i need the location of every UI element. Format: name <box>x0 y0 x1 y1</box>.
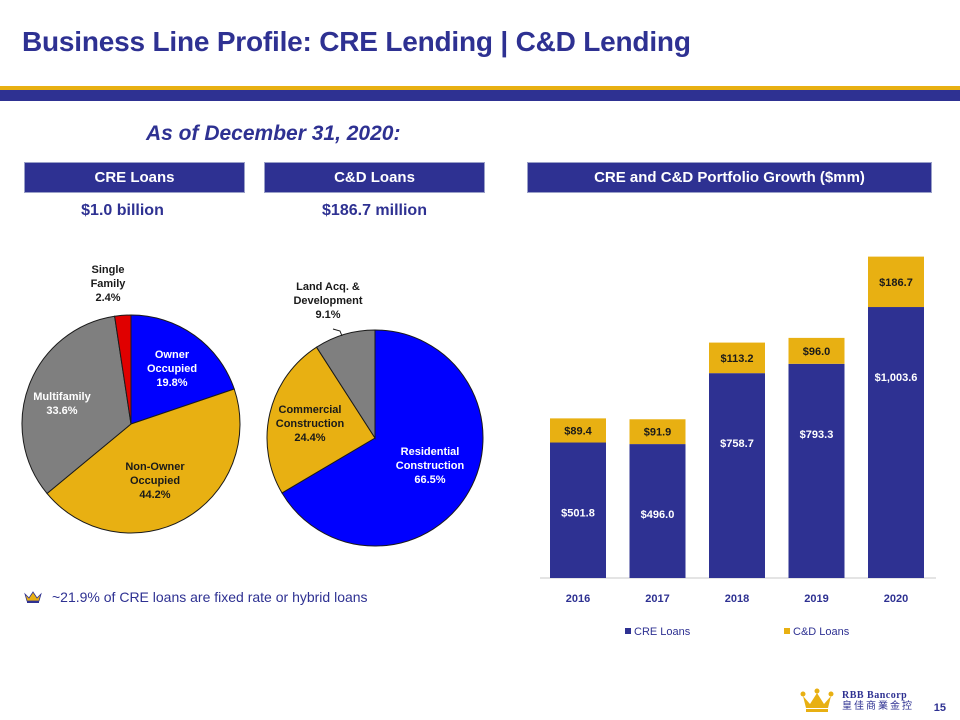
pie-slice-residential-construction <box>281 329 484 547</box>
bar-label-c-d-loans-2019: $96.0 <box>803 346 831 358</box>
chart-legend: CRE Loans C&D Loans <box>625 626 850 638</box>
pie-slice-single-family <box>114 314 132 425</box>
x-tick-2019: 2019 <box>804 593 828 605</box>
cre-loans-header: CRE Loans <box>24 162 245 193</box>
x-tick-2016: 2016 <box>566 593 590 605</box>
pie-slice-commercial-construction <box>266 346 376 494</box>
pie-slice-multifamily <box>21 315 132 495</box>
pie-label-residential-construction: Residential Construction 66.5% <box>396 446 465 486</box>
page-title: Business Line Profile: CRE Lending | C&D… <box>22 26 691 57</box>
legend-swatch-cre <box>625 628 631 634</box>
growth-bar-chart: $501.8 $89.4 $496.0 $91.9 $758.7 $113.2 $793.3… <box>540 256 936 638</box>
pie-label-land-development: Land Acq. & Development 9.1% <box>293 281 362 321</box>
title-rule-navy <box>0 90 960 101</box>
growth-chart-header: CRE and C&D Portfolio Growth ($mm) <box>527 162 932 193</box>
bar-label-cre-loans-2017: $496.0 <box>641 509 675 521</box>
x-tick-2020: 2020 <box>884 593 908 605</box>
crown-bullet-icon <box>24 591 42 603</box>
bar-label-c-d-loans-2016: $89.4 <box>564 425 592 437</box>
legend-label-cd: C&D Loans <box>793 626 850 638</box>
cd-loans-header: C&D Loans <box>264 162 485 193</box>
bar-c-d-loans-2020 <box>868 256 924 308</box>
pie-label-multifamily: Multifamily 33.6% <box>33 391 91 417</box>
cd-total: $186.7 million <box>322 202 427 219</box>
pie-leader-line <box>332 328 343 337</box>
cre-pie-chart: Owner Occupied 19.8% Non-Owner Occupied 44.2… <box>21 264 241 534</box>
pie-label-commercial-construction: Commercial Construction 24.4% <box>276 404 345 444</box>
legend-label-cre: CRE Loans <box>634 626 691 638</box>
pie-label-non-owner-occupied: Non-Owner Occupied 44.2% <box>125 461 185 501</box>
bar-cre-loans-2017 <box>629 444 686 578</box>
cre-total: $1.0 billion <box>81 202 164 219</box>
title-rule-gold <box>0 86 960 90</box>
cd-pie-chart: Residential Construction 66.5% Commercial C… <box>266 281 484 547</box>
bar-label-c-d-loans-2018: $113.2 <box>720 353 753 365</box>
bar-c-d-loans-2018 <box>709 342 765 374</box>
bar-cre-loans-2018 <box>709 373 765 578</box>
pie-label-single-family: Single Family 2.4% <box>91 264 127 304</box>
logo-name: RBB Bancorp <box>842 690 908 701</box>
pie-label-owner-occupied: Owner Occupied 19.8% <box>147 349 197 389</box>
page-number: 15 <box>933 702 946 714</box>
bar-label-c-d-loans-2020: $186.7 <box>879 277 913 289</box>
pie-slice-owner-occupied <box>130 314 235 425</box>
bar-cre-loans-2019 <box>788 363 845 578</box>
as-of-date: As of December 31, 2020: <box>146 122 401 145</box>
x-tick-2017: 2017 <box>645 593 669 605</box>
bar-cre-loans-2020 <box>868 307 924 578</box>
bar-label-cre-loans-2019: $793.3 <box>800 429 834 441</box>
pie-slice-non-owner-occupied <box>46 388 241 534</box>
bar-c-d-loans-2019 <box>788 337 845 364</box>
crown-logo-icon <box>800 688 834 712</box>
footnote-text: ~21.9% of CRE loans are fixed rate or hy… <box>52 589 368 605</box>
legend-swatch-cd <box>784 628 790 634</box>
x-tick-2018: 2018 <box>725 593 749 605</box>
logo-chinese-name: 皇佳商業金控 <box>842 701 914 712</box>
bar-label-cre-loans-2020: $1,003.6 <box>875 372 918 384</box>
footnote: ~21.9% of CRE loans are fixed rate or hy… <box>24 589 368 605</box>
bar-label-cre-loans-2016: $501.8 <box>561 508 595 520</box>
company-logo: RBB Bancorp 皇佳商業金控 <box>800 688 914 714</box>
pie-slice-land-acq-development <box>315 329 376 440</box>
bar-label-c-d-loans-2017: $91.9 <box>644 427 672 439</box>
bar-c-d-loans-2016 <box>550 418 606 443</box>
bar-label-cre-loans-2018: $758.7 <box>720 438 754 450</box>
bar-cre-loans-2016 <box>550 442 606 578</box>
bar-c-d-loans-2017 <box>629 419 686 445</box>
